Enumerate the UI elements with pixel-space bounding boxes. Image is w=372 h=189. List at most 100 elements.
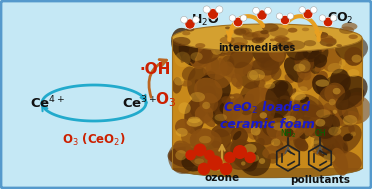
Ellipse shape: [315, 119, 325, 127]
Ellipse shape: [312, 117, 323, 123]
Ellipse shape: [290, 101, 310, 131]
Bar: [172, 38, 362, 168]
Ellipse shape: [172, 24, 362, 52]
Ellipse shape: [186, 144, 205, 167]
Ellipse shape: [252, 37, 264, 43]
Ellipse shape: [333, 151, 362, 172]
Ellipse shape: [234, 62, 260, 89]
Ellipse shape: [314, 43, 323, 49]
Circle shape: [185, 150, 196, 160]
Ellipse shape: [235, 80, 243, 89]
Text: ·OH: ·OH: [139, 63, 171, 77]
Text: OH: OH: [314, 129, 326, 139]
Text: O$_3$ (CeO$_2$): O$_3$ (CeO$_2$): [62, 132, 126, 148]
Ellipse shape: [233, 131, 241, 140]
Ellipse shape: [302, 28, 309, 31]
Ellipse shape: [301, 65, 312, 78]
Ellipse shape: [308, 48, 322, 62]
Ellipse shape: [262, 113, 287, 137]
Ellipse shape: [194, 158, 204, 164]
Text: CO$_2$: CO$_2$: [327, 10, 353, 26]
Ellipse shape: [270, 80, 287, 97]
Ellipse shape: [320, 38, 337, 46]
Ellipse shape: [264, 82, 275, 89]
Text: CeO$_2$ loaded
ceramic foam: CeO$_2$ loaded ceramic foam: [219, 99, 314, 131]
Ellipse shape: [320, 35, 334, 42]
Ellipse shape: [189, 121, 199, 129]
Ellipse shape: [251, 100, 276, 128]
Ellipse shape: [315, 114, 340, 139]
Ellipse shape: [252, 46, 273, 64]
Ellipse shape: [324, 38, 337, 44]
Ellipse shape: [219, 151, 231, 169]
Ellipse shape: [298, 49, 302, 51]
Ellipse shape: [249, 69, 265, 81]
Ellipse shape: [312, 143, 329, 156]
Ellipse shape: [319, 110, 337, 138]
Ellipse shape: [206, 57, 228, 80]
Ellipse shape: [295, 139, 308, 151]
Ellipse shape: [289, 88, 296, 96]
Circle shape: [203, 6, 210, 13]
Ellipse shape: [323, 143, 343, 162]
Ellipse shape: [243, 144, 257, 154]
Ellipse shape: [215, 114, 227, 121]
Ellipse shape: [175, 119, 191, 135]
Circle shape: [257, 10, 267, 20]
Ellipse shape: [331, 133, 344, 149]
Ellipse shape: [269, 27, 288, 37]
Ellipse shape: [350, 132, 356, 136]
Ellipse shape: [304, 40, 316, 46]
Ellipse shape: [230, 140, 258, 172]
Ellipse shape: [339, 26, 354, 34]
Ellipse shape: [179, 32, 211, 67]
Ellipse shape: [318, 46, 342, 72]
Ellipse shape: [293, 127, 305, 149]
Circle shape: [287, 13, 294, 19]
Circle shape: [208, 9, 218, 19]
Ellipse shape: [172, 37, 190, 46]
Ellipse shape: [285, 129, 294, 137]
Ellipse shape: [228, 37, 248, 47]
Ellipse shape: [215, 61, 234, 88]
Ellipse shape: [210, 129, 231, 150]
Ellipse shape: [220, 36, 235, 44]
Ellipse shape: [273, 80, 293, 100]
Ellipse shape: [254, 78, 266, 88]
Ellipse shape: [265, 84, 291, 117]
Ellipse shape: [221, 159, 230, 167]
Ellipse shape: [245, 33, 254, 37]
Ellipse shape: [195, 105, 214, 124]
Ellipse shape: [182, 66, 195, 81]
Circle shape: [264, 7, 271, 14]
Ellipse shape: [285, 74, 294, 83]
Ellipse shape: [230, 106, 241, 114]
Ellipse shape: [208, 41, 220, 49]
Ellipse shape: [219, 35, 237, 55]
Text: O$_3$: O$_3$: [154, 91, 176, 109]
Ellipse shape: [201, 148, 230, 165]
Text: ozone: ozone: [205, 173, 240, 183]
Ellipse shape: [298, 86, 308, 92]
Ellipse shape: [335, 135, 348, 155]
Ellipse shape: [211, 93, 237, 112]
Ellipse shape: [190, 56, 195, 64]
Ellipse shape: [190, 92, 205, 102]
Ellipse shape: [349, 34, 358, 39]
Ellipse shape: [214, 97, 239, 122]
Ellipse shape: [233, 28, 250, 36]
Ellipse shape: [260, 59, 279, 82]
Ellipse shape: [314, 134, 342, 160]
Ellipse shape: [328, 63, 343, 74]
Circle shape: [198, 163, 210, 175]
Ellipse shape: [189, 35, 214, 69]
Ellipse shape: [260, 46, 271, 52]
Circle shape: [229, 15, 235, 21]
Ellipse shape: [298, 69, 316, 91]
Ellipse shape: [294, 64, 305, 72]
Ellipse shape: [199, 136, 211, 143]
Ellipse shape: [190, 85, 216, 118]
Ellipse shape: [190, 52, 203, 61]
Ellipse shape: [299, 48, 309, 58]
Ellipse shape: [329, 99, 336, 105]
